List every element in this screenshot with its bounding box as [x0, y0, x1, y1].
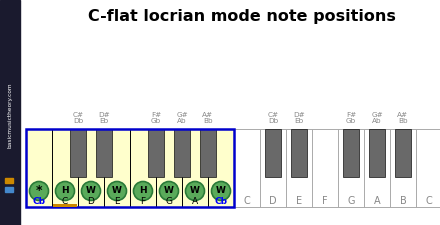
Text: C#: C#	[73, 112, 84, 118]
Circle shape	[55, 182, 74, 200]
Text: basicmusictheory.com: basicmusictheory.com	[7, 82, 12, 148]
Text: G#: G#	[371, 112, 383, 118]
Bar	[343, 129, 359, 177]
Text: E: E	[114, 197, 120, 206]
Bar	[234, 129, 440, 207]
Bar	[5, 178, 13, 183]
Text: W: W	[164, 186, 174, 195]
Text: D: D	[269, 196, 277, 206]
Text: W: W	[216, 186, 226, 195]
Text: C: C	[62, 197, 68, 206]
Bar	[70, 129, 86, 177]
Bar	[26, 129, 234, 207]
Text: Cb: Cb	[33, 197, 45, 206]
Bar	[53, 203, 77, 207]
Text: C: C	[244, 196, 250, 206]
Text: W: W	[190, 186, 200, 195]
Text: Eb: Eb	[294, 118, 304, 124]
Text: G#: G#	[176, 112, 188, 118]
Text: *: *	[36, 184, 42, 197]
Circle shape	[212, 182, 231, 200]
Bar	[96, 129, 112, 177]
Text: A: A	[374, 196, 380, 206]
Text: Gb: Gb	[151, 118, 161, 124]
Text: Ab: Ab	[372, 118, 382, 124]
Text: W: W	[86, 186, 96, 195]
Bar	[174, 129, 190, 177]
Text: Cb: Cb	[215, 197, 227, 206]
Bar	[200, 129, 216, 177]
Text: A: A	[192, 197, 198, 206]
Text: D: D	[88, 197, 95, 206]
Text: B: B	[400, 196, 407, 206]
Bar	[265, 129, 281, 177]
Text: F: F	[322, 196, 328, 206]
Bar	[26, 129, 234, 207]
Circle shape	[107, 182, 127, 200]
Text: W: W	[112, 186, 122, 195]
Circle shape	[133, 182, 153, 200]
Text: A#: A#	[202, 112, 213, 118]
Text: Bb: Bb	[398, 118, 408, 124]
Circle shape	[81, 182, 100, 200]
Text: Bb: Bb	[203, 118, 213, 124]
Text: G: G	[165, 197, 172, 206]
Text: F#: F#	[346, 112, 356, 118]
Bar	[395, 129, 411, 177]
Circle shape	[186, 182, 205, 200]
Bar	[291, 129, 307, 177]
Text: Db: Db	[73, 118, 83, 124]
Text: F#: F#	[151, 112, 161, 118]
Circle shape	[29, 182, 48, 200]
Bar	[148, 129, 164, 177]
Text: H: H	[139, 186, 147, 195]
Text: Eb: Eb	[99, 118, 109, 124]
Text: C-flat locrian mode note positions: C-flat locrian mode note positions	[88, 9, 396, 24]
Bar	[5, 187, 13, 192]
Circle shape	[160, 182, 179, 200]
Bar	[0, 0, 20, 225]
Text: F: F	[140, 197, 146, 206]
Text: C: C	[425, 196, 433, 206]
Text: D#: D#	[98, 112, 110, 118]
Text: C#: C#	[268, 112, 279, 118]
Text: A#: A#	[397, 112, 409, 118]
Text: D#: D#	[293, 112, 305, 118]
Text: E: E	[296, 196, 302, 206]
Text: Db: Db	[268, 118, 278, 124]
Text: Ab: Ab	[177, 118, 187, 124]
Text: Gb: Gb	[346, 118, 356, 124]
Bar	[369, 129, 385, 177]
Text: H: H	[61, 186, 69, 195]
Text: G: G	[347, 196, 355, 206]
